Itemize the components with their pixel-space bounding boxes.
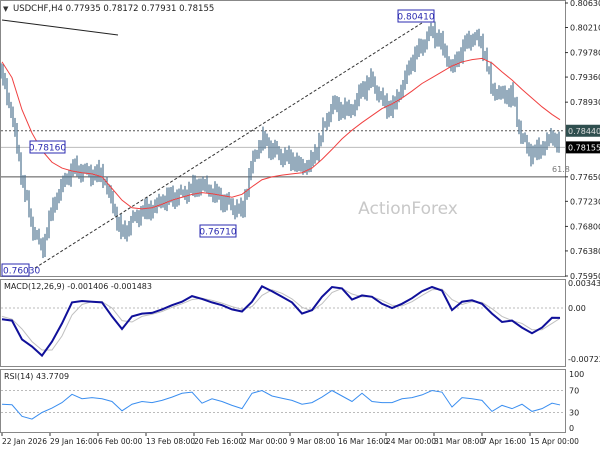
rsi-tick-label: 70 (569, 387, 579, 396)
time-tick-label: 16 Mar 16:00 (338, 437, 388, 446)
low-price-label-text: 0.76030 (3, 267, 40, 277)
rsi-tick-label: 0 (569, 424, 574, 433)
current-price-tag (566, 141, 600, 154)
price-layer (0, 21, 565, 259)
time-tick-label: 15 Apr 00:00 (530, 437, 579, 446)
low-price-label[interactable]: 0.76030 (1, 263, 40, 277)
mid-low-price-label-text: 0.76710 (199, 228, 236, 238)
moving-average-line (1, 57, 561, 210)
dropdown-arrow-icon[interactable]: ▼ (3, 5, 9, 13)
left-price-label[interactable]: 0.78160 (29, 140, 66, 154)
time-tick-label: 22 Jan 2026 (2, 437, 47, 446)
time-tick-label: 20 Feb 16:00 (194, 437, 243, 446)
time-tick-label: 24 Mar 00:00 (386, 437, 436, 446)
rsi-tick-label: 100 (569, 370, 584, 379)
macd-line (1, 285, 561, 358)
symbol-info: USDCHF,H4 0.77935 0.78172 0.77931 0.7815… (13, 4, 214, 14)
time-tick-label: 9 Mar 08:00 (290, 437, 336, 446)
mid-low-price-label[interactable]: 0.76710 (199, 224, 237, 238)
rsi-layer (1, 389, 565, 420)
marked-level-tag (566, 124, 600, 137)
macd-layer (1, 285, 565, 358)
time-tick-label: 29 Jan 16:00 (50, 437, 98, 446)
price-tick-label: 0.80210 (570, 24, 600, 33)
price-tick-label: 0.79360 (570, 73, 600, 82)
macd-tick-label: -0.007223 (568, 355, 600, 364)
price-tick-label: 0.77650 (570, 173, 600, 182)
time-tick-label: 31 Mar 08:00 (434, 437, 484, 446)
high-price-label-text: 0.80410 (397, 13, 434, 23)
time-tick-label: 6 Feb 00:00 (98, 437, 143, 446)
marked-level-tag-text: 0.78440 (568, 127, 600, 136)
price-tick-label: 0.80630 (570, 0, 600, 8)
trend-line[interactable] (1, 19, 119, 36)
price-tick-label: 0.76800 (570, 222, 600, 231)
price-tick-label: 0.76380 (570, 247, 600, 256)
watermark: ActionForex (358, 199, 458, 219)
rsi-tick-label: 30 (569, 409, 579, 418)
rsi-panel (0, 369, 566, 433)
time-tick-label: 2 Mar 00:00 (242, 437, 288, 446)
channel-trend-line[interactable] (34, 15, 434, 269)
fib-level-label: 61.8 (552, 165, 570, 174)
price-tick-label: 0.75950 (570, 272, 600, 281)
macd-title: MACD(12,26,9) -0.001406 -0.001483 (4, 282, 152, 291)
time-tick-label: 7 Apr 16:00 (482, 437, 526, 446)
macd-tick-label: 0.003432 (568, 279, 600, 288)
left-price-label-text: 0.78160 (29, 144, 66, 154)
price-tick-label: 0.77230 (570, 197, 600, 206)
macd-tick-label: 0.00 (568, 304, 586, 313)
macd-panel (0, 279, 566, 367)
current-price-tag-text: 0.78155 (568, 143, 600, 152)
high-price-label[interactable]: 0.80410 (397, 9, 435, 23)
time-tick-label: 13 Feb 08:00 (146, 437, 195, 446)
price-tick-label: 0.78930 (570, 98, 600, 107)
rsi-title: RSI(14) 43.7709 (4, 372, 69, 381)
rsi-line (1, 389, 561, 420)
price-tick-label: 0.79780 (570, 49, 600, 58)
